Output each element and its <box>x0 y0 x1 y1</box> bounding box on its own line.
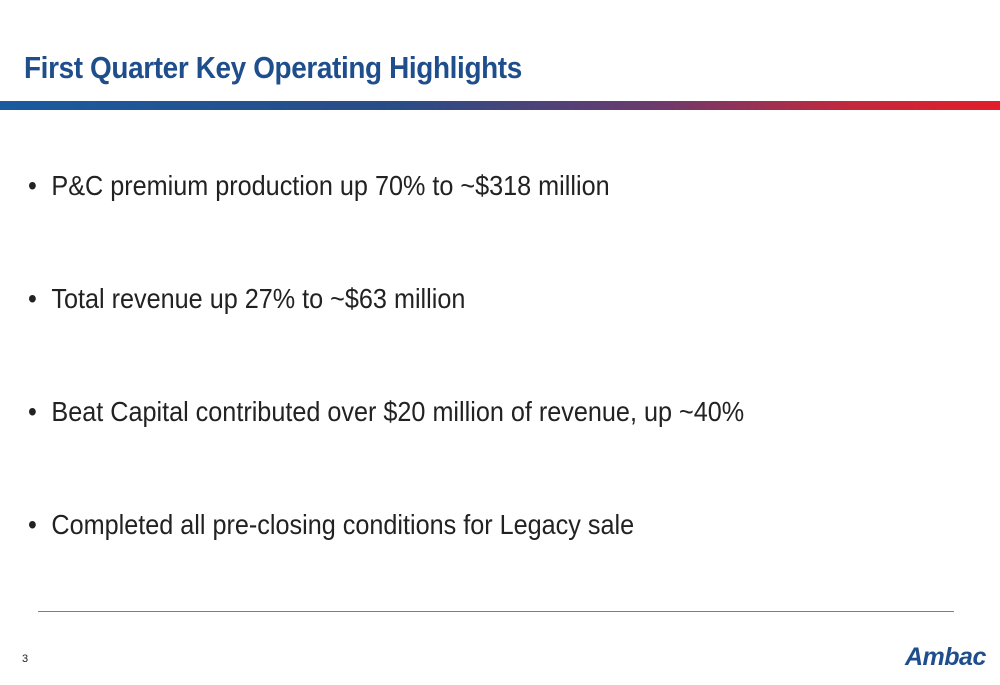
bullet-item: • Completed all pre-closing conditions fo… <box>28 509 634 541</box>
bullet-text: Beat Capital contributed over $20 millio… <box>51 396 745 427</box>
footer-divider <box>38 611 954 612</box>
bullet-item: • P&C premium production up 70% to ~$318 … <box>28 170 610 202</box>
page-number: 3 <box>22 653 29 665</box>
bullet-text: P&C premium production up 70% to ~$318 m… <box>51 170 610 201</box>
slide-title: First Quarter Key Operating Highlights <box>24 50 522 85</box>
bullet-dot: • <box>28 396 37 427</box>
bullet-item: • Total revenue up 27% to ~$63 million <box>28 283 465 315</box>
bullet-text: Total revenue up 27% to ~$63 million <box>51 283 466 314</box>
bullet-item: • Beat Capital contributed over $20 milli… <box>28 396 744 428</box>
ambac-logo: Ambac <box>905 643 986 671</box>
bullet-text: Completed all pre-closing conditions for… <box>51 509 635 540</box>
title-accent-bar <box>0 101 1000 110</box>
bullet-dot: • <box>28 509 37 540</box>
bullet-dot: • <box>28 283 37 314</box>
bullet-dot: • <box>28 170 37 201</box>
